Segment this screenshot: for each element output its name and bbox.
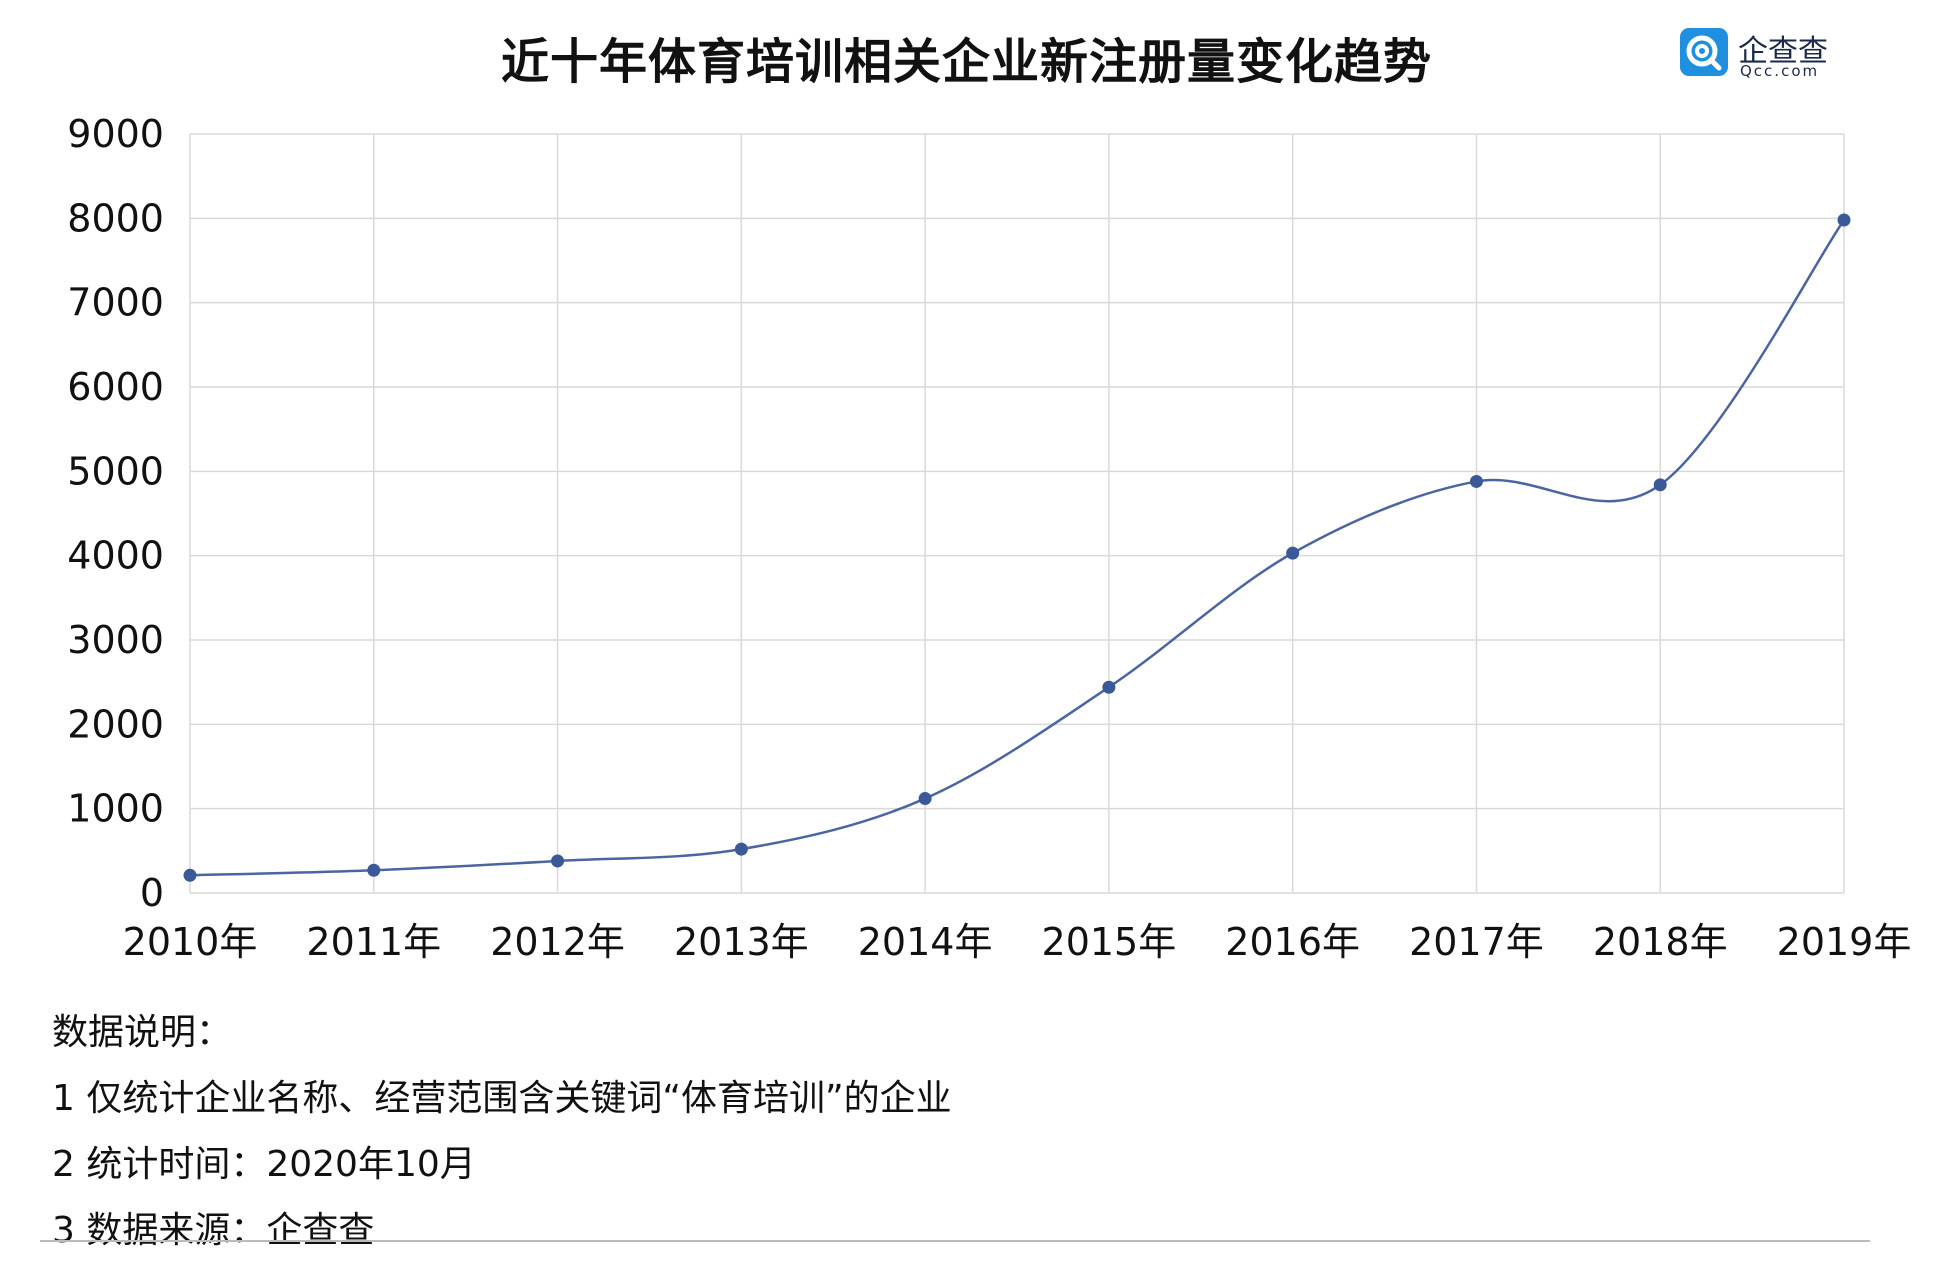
y-tick-label-2: 2000: [67, 702, 164, 746]
notes-line-2: 2 统计时间：2020年10月: [52, 1144, 476, 1185]
chart-title: 近十年体育培训相关企业新注册量变化趋势: [500, 34, 1432, 90]
x-tick-label-9: 2019年: [1777, 920, 1912, 964]
y-tick-label-6: 6000: [67, 365, 164, 409]
x-tick-label-5: 2015年: [1042, 920, 1177, 964]
x-tick-label-0: 2010年: [123, 920, 258, 964]
x-tick-label-2: 2012年: [490, 920, 625, 964]
line-chart: 0 1000 2000 3000 4000 5000 6000 7000 8000 9000 201…: [67, 112, 1912, 964]
y-tick-label-1: 1000: [67, 787, 164, 831]
logo-name: 企查查: [1738, 34, 1828, 69]
data-point-3: [734, 842, 748, 856]
data-point-5: [1102, 680, 1116, 694]
y-tick-label-9: 9000: [67, 112, 164, 156]
y-tick-label-0: 0: [140, 871, 164, 915]
x-tick-label-8: 2018年: [1593, 920, 1728, 964]
data-point-7: [1469, 474, 1483, 488]
data-notes: 数据说明： 1 仅统计企业名称、经营范围含关键词“体育培训”的企业 2 统计时间…: [52, 1000, 952, 1264]
data-point-2: [551, 854, 565, 868]
data-point-8: [1653, 478, 1667, 492]
data-point-1: [367, 863, 381, 877]
x-tick-label-6: 2016年: [1225, 920, 1360, 964]
y-tick-label-3: 3000: [67, 618, 164, 662]
data-point-9: [1837, 213, 1851, 227]
qcc-logo: 企查查 Qcc.com: [1680, 26, 1860, 82]
y-tick-label-7: 7000: [67, 281, 164, 325]
notes-line-1: 1 仅统计企业名称、经营范围含关键词“体育培训”的企业: [52, 1078, 952, 1119]
x-tick-label-1: 2011年: [306, 920, 441, 964]
y-tick-label-4: 4000: [67, 534, 164, 578]
data-point-6: [1286, 546, 1300, 560]
y-tick-label-8: 8000: [67, 196, 164, 240]
logo-domain: Qcc.com: [1740, 62, 1820, 80]
x-tick-label-4: 2014年: [858, 920, 993, 964]
x-tick-label-3: 2013年: [674, 920, 809, 964]
data-point-4: [918, 792, 932, 806]
series-line-0: [189, 219, 1846, 877]
notes-heading: 数据说明：: [52, 1012, 233, 1053]
x-tick-label-7: 2017年: [1409, 920, 1544, 964]
data-point-0: [183, 868, 197, 882]
bottom-divider: [40, 1240, 1870, 1242]
notes-line-3: 3 数据来源：企查查: [52, 1210, 375, 1251]
y-tick-label-5: 5000: [67, 449, 164, 493]
qcc-logo-icon: [1680, 28, 1728, 76]
